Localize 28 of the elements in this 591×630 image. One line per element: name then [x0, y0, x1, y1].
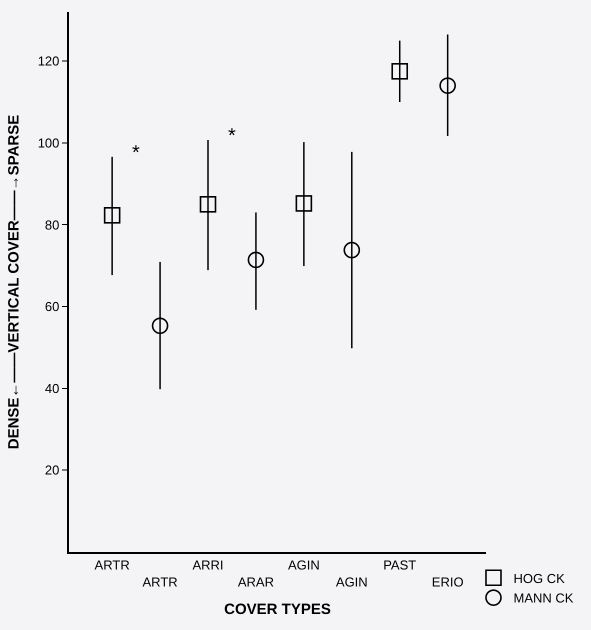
x-tick-label: ARRI [192, 558, 224, 573]
x-axis-title: COVER TYPES [224, 601, 331, 618]
x-tick-label: PAST [383, 558, 416, 573]
x-tick-label: ERIO [432, 574, 464, 590]
annotation: * [228, 125, 236, 147]
point [104, 207, 120, 224]
point [343, 242, 360, 258]
y-tick-label: 100 [38, 135, 60, 150]
x-tick-label: AGIN [288, 558, 320, 573]
point [391, 63, 408, 80]
point [439, 77, 456, 94]
x-tick-label: ARTR [94, 558, 130, 573]
point [248, 252, 264, 268]
point [200, 196, 216, 213]
point [296, 195, 312, 212]
y-tick-label: 120 [38, 54, 60, 69]
x-tick-label: AGIN [336, 574, 368, 590]
x-tick-label: ARAR [238, 574, 274, 590]
point [152, 317, 168, 334]
y-tick-label: 20 [44, 462, 60, 478]
annotation: * [132, 142, 140, 164]
legend-label: MANN CK [513, 590, 574, 606]
y-tick-label: 60 [44, 299, 60, 314]
legend-label: HOG CK [513, 570, 566, 586]
y-axis-title: DENSE←——VERTICAL COVER——→SPARSE [5, 114, 22, 450]
x-tick-label: ARTR [142, 574, 178, 590]
y-tick-label: 80 [44, 217, 60, 232]
y-tick-label: 40 [44, 380, 60, 396]
